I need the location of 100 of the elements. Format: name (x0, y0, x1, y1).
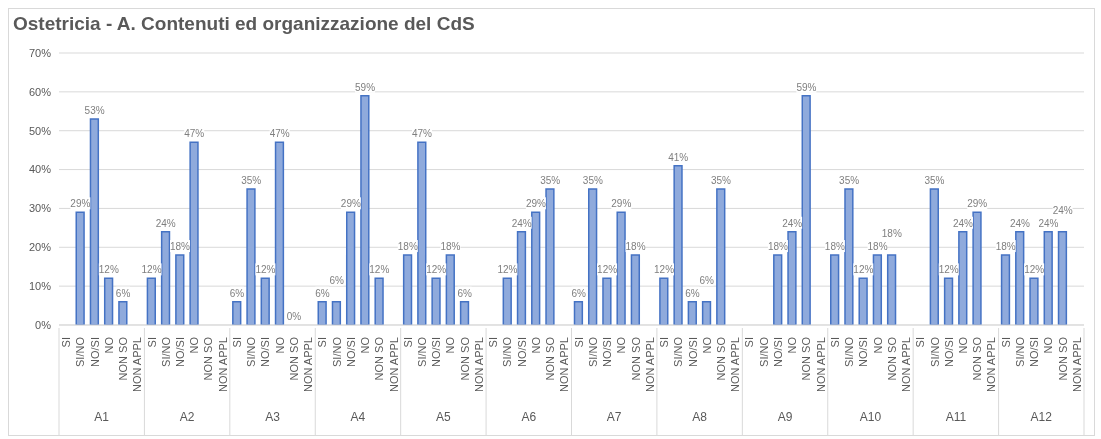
data-label: 29% (611, 198, 632, 210)
data-label: 12% (497, 264, 518, 276)
x-tick-label: SI/NO (672, 336, 685, 367)
text: A10 (859, 410, 882, 424)
data-label: 47% (412, 128, 433, 140)
x-tick-label: SI (658, 337, 671, 348)
x-tick-label: NO (871, 336, 884, 354)
bar (1029, 277, 1039, 325)
data-label: 35% (924, 175, 945, 186)
data-label: 6% (457, 287, 473, 299)
data-label: 6% (229, 287, 245, 299)
x-tick-label: SI/NO (928, 336, 941, 367)
x-tick-label: NON SO (629, 336, 642, 381)
bar (972, 211, 982, 325)
text: A5 (436, 410, 452, 424)
bar (616, 211, 626, 325)
bar (687, 300, 697, 325)
bar (75, 211, 85, 325)
x-tick-label: SI/NO (74, 336, 87, 367)
data-label: 47% (269, 128, 290, 140)
x-tick-label: NON APPL (729, 337, 742, 393)
x-tick-label: NON APPL (472, 337, 485, 393)
bar (445, 254, 455, 325)
x-tick-label: NO (615, 336, 628, 354)
bar (502, 277, 512, 325)
bar (274, 141, 285, 325)
data-label: 24% (1009, 217, 1031, 229)
data-label: 59% (796, 81, 817, 93)
x-tick-label: SI (999, 337, 1012, 348)
x-tick-label: SI (743, 337, 756, 348)
x-tick-label: NO/SI (686, 337, 699, 367)
text: A2 (179, 410, 195, 424)
x-tick-label: NON SO (714, 336, 727, 381)
x-tick-label: NO/SI (259, 337, 272, 367)
x-tick-label: NO (700, 336, 713, 354)
bar (103, 277, 114, 325)
x-tick-label: NO/SI (344, 337, 357, 367)
bar (630, 254, 641, 325)
data-label: 29% (525, 198, 547, 210)
x-tick-label: NON APPL (1070, 337, 1083, 393)
y-tick-label: 10% (28, 280, 52, 293)
x-tick-label: SI/NO (330, 336, 343, 367)
bar (872, 254, 883, 325)
data-label: 24% (1038, 217, 1059, 229)
x-tick-label: NON APPL (387, 337, 400, 393)
x-tick-label: NO/SI (174, 337, 187, 367)
bar (232, 300, 242, 325)
bar (531, 211, 541, 325)
x-tick-label: NO/SI (515, 337, 528, 367)
data-label: 18% (824, 241, 845, 253)
data-label: 18% (170, 241, 191, 253)
x-tick-label: NON APPL (643, 337, 656, 393)
bar (1057, 230, 1068, 325)
bar (1015, 230, 1025, 325)
x-tick-label: SI/NO (159, 336, 172, 367)
data-label: 24% (511, 217, 532, 229)
data-label: 12% (597, 264, 618, 276)
x-tick-label: SI/NO (757, 336, 770, 367)
bar (189, 141, 199, 325)
x-tick-label: NO (786, 336, 799, 354)
x-tick-label: NON APPL (558, 337, 571, 393)
y-tick-label: 30% (28, 202, 52, 215)
bar (886, 254, 897, 325)
bar (858, 277, 868, 325)
x-tick-label: SI (316, 337, 329, 348)
data-label: 6% (699, 274, 715, 286)
bar (830, 254, 840, 325)
data-label: 12% (255, 264, 276, 276)
data-label: 18% (397, 241, 418, 253)
data-label: 29% (340, 198, 361, 210)
bar (587, 188, 598, 325)
data-label: 6% (115, 287, 131, 299)
text: A8 (692, 410, 708, 424)
data-label: 12% (369, 264, 390, 276)
chart-title: Ostetricia - A. Contenuti ed organizzazione del CdS (12, 12, 476, 36)
x-tick-label: NON APPL (985, 337, 998, 393)
bar (545, 188, 555, 325)
x-tick-label: SI/NO (843, 336, 856, 367)
x-tick-label: SI/NO (245, 336, 258, 367)
data-label: 41% (668, 151, 689, 163)
data-label: 12% (98, 264, 119, 276)
data-label: 53% (84, 105, 105, 117)
x-tick-label: NO/SI (601, 337, 614, 367)
data-label: 12% (853, 264, 874, 276)
data-label: 35% (839, 175, 860, 186)
data-label: 18% (767, 241, 789, 253)
x-tick-label: NO/SI (857, 337, 870, 367)
x-tick-label: NON APPL (216, 337, 229, 393)
data-label: 24% (782, 217, 803, 229)
x-tick-label: SI (487, 337, 500, 348)
y-tick-label: 70% (28, 46, 52, 59)
y-tick-label: 40% (28, 163, 52, 176)
x-tick-label: SI (572, 337, 585, 348)
bar (573, 300, 584, 325)
bar (402, 254, 413, 325)
x-tick-label: NO (102, 336, 115, 354)
x-tick-label: NO (444, 336, 457, 354)
bar (673, 164, 683, 325)
x-tick-label: SI/NO (1013, 336, 1026, 367)
bar (89, 118, 100, 325)
